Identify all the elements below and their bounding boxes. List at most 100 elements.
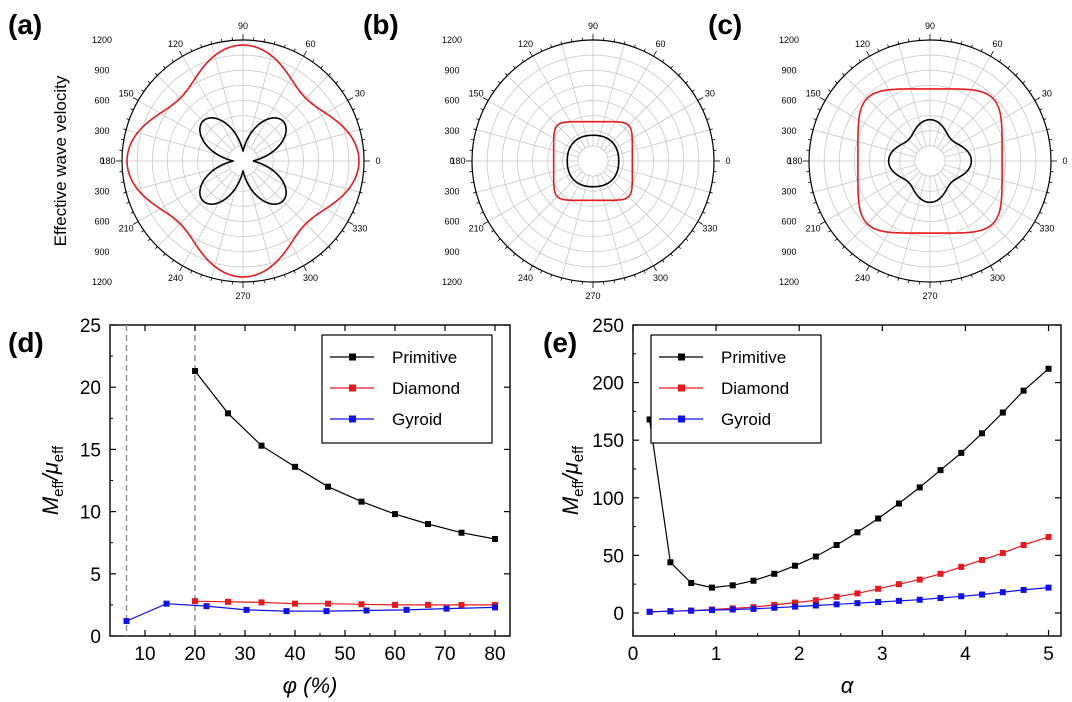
polar-tick <box>126 202 130 204</box>
polar-tick <box>1034 221 1041 225</box>
x-tick-label: 30 <box>234 644 255 665</box>
polar-tick <box>162 253 166 257</box>
polar-tick <box>887 274 889 278</box>
legend-label: Gyroid <box>392 410 442 429</box>
data-point-gyroid <box>937 594 944 601</box>
polar-curve-inner <box>566 134 620 188</box>
polar-tick <box>505 73 508 76</box>
polar-tick <box>1007 253 1011 257</box>
polar-tick <box>999 59 1002 63</box>
polar-grid-spoke <box>944 129 1047 158</box>
polar-tick <box>653 265 657 272</box>
polar-tick <box>200 44 202 48</box>
polar-tick <box>1015 246 1018 249</box>
polar-tick <box>335 80 339 84</box>
polar-angle-tick-label: 210 <box>469 224 484 234</box>
polar-tick <box>849 65 853 69</box>
y-tick-label: 20 <box>80 378 101 399</box>
x-axis-label: φ (%) <box>283 673 338 698</box>
data-point-gyroid <box>492 604 498 611</box>
panel-label: (e) <box>543 327 577 358</box>
polar-tick <box>529 265 533 272</box>
x-tick-label: 1 <box>711 644 722 665</box>
polar-tick <box>284 274 286 278</box>
data-point-diamond <box>225 598 231 605</box>
legend-marker <box>349 384 356 392</box>
data-point-primitive <box>192 368 198 375</box>
polar-radial-tick-label: 1200 <box>92 277 112 287</box>
polar-grid-spoke <box>603 171 679 247</box>
y-tick-label: 0 <box>613 604 624 625</box>
y-tick-label: 25 <box>80 316 101 337</box>
polar-tick <box>521 59 524 63</box>
polar-tick <box>709 128 713 131</box>
series-line-gyroid <box>126 603 496 622</box>
polar-tick <box>670 65 674 69</box>
line-panel-d: (d) 10 20 30 40 50 60 70 80 0 5 10 15 20 25 φ (%) Meff/μ… <box>8 316 511 698</box>
polar-tick <box>200 274 202 278</box>
polar-tick <box>887 44 889 48</box>
polar-tick <box>709 191 713 194</box>
polar-angle-tick-label: 60 <box>992 39 1002 49</box>
polar-radial-tick-label: 600 <box>444 96 459 106</box>
polar-curve-outer <box>552 120 634 202</box>
data-point-gyroid <box>708 607 715 614</box>
data-point-gyroid <box>667 608 674 615</box>
polar-tick <box>1046 191 1050 194</box>
x-tick-label: 20 <box>184 644 205 665</box>
data-point-gyroid <box>833 601 840 608</box>
polar-tick <box>303 50 307 57</box>
polar-grid-spoke <box>211 44 240 147</box>
y-tick-label: 10 <box>80 503 101 524</box>
polar-tick <box>470 139 474 141</box>
legend-marker <box>678 384 685 392</box>
polar-tick <box>1046 128 1050 131</box>
polar-tick <box>810 191 814 194</box>
polar-angle-tick-label: 240 <box>168 273 183 283</box>
polar-radial-tick-label: 0 <box>449 156 454 166</box>
polar-tick <box>497 80 501 84</box>
data-point-primitive <box>937 467 944 474</box>
data-point-primitive <box>358 498 365 505</box>
polar-tick <box>491 230 495 233</box>
polar-tick <box>653 50 657 57</box>
data-point-primitive <box>458 529 465 536</box>
polar-angle-tick-label: 90 <box>588 21 598 31</box>
polar-grid-spoke <box>246 44 275 147</box>
polar-tick <box>706 202 710 204</box>
polar-grid-spoke <box>940 171 1016 247</box>
polar-radial-tick-label: 300 <box>94 186 109 196</box>
polar-radial-tick-label: 900 <box>94 247 109 257</box>
polar-tick <box>1007 65 1011 69</box>
data-point-gyroid <box>646 608 653 615</box>
polar-tick <box>273 41 276 45</box>
data-point-gyroid <box>958 593 965 600</box>
polar-angle-tick-label: 180 <box>787 156 802 166</box>
polar-tick <box>1043 202 1047 204</box>
x-tick-label: 70 <box>434 644 455 665</box>
polar-grid-spoke <box>253 171 329 247</box>
polar-radial-tick-label: 300 <box>781 186 796 196</box>
polar-grid-spoke <box>605 100 698 154</box>
polar-tick <box>132 97 139 101</box>
polar-grid-spoke <box>250 56 304 149</box>
polar-radial-tick-label: 600 <box>94 217 109 227</box>
polar-angle-tick-label: 180 <box>100 156 115 166</box>
data-point-diamond <box>895 581 902 588</box>
polar-angle-tick-label: 150 <box>469 89 484 99</box>
y-tick-label: 200 <box>592 374 624 395</box>
polar-angle-tick-label: 330 <box>702 224 717 234</box>
polar-tick <box>482 221 489 225</box>
polar-tick <box>1015 73 1018 76</box>
polar-tick <box>147 80 151 84</box>
polar-tick <box>834 238 838 242</box>
polar-curve-inner <box>887 118 973 204</box>
polar-tick <box>480 211 484 214</box>
polar-tick <box>678 246 681 249</box>
polar-angle-tick-label: 120 <box>168 39 183 49</box>
data-point-primitive <box>916 484 923 491</box>
polar-radial-tick-label: 1200 <box>779 35 799 45</box>
polar-grid-spoke <box>255 100 348 154</box>
polar-tick <box>828 230 832 233</box>
polar-tick <box>273 277 276 281</box>
